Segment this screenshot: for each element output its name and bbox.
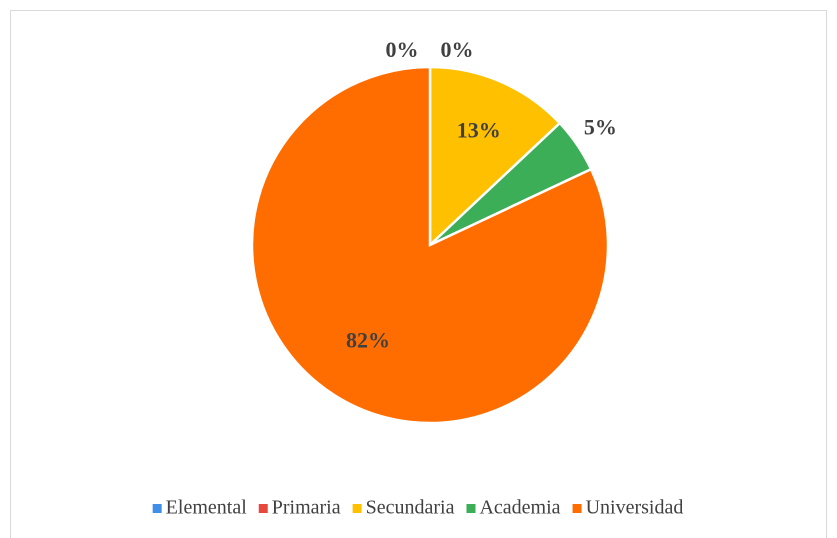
data-label: 0% [386, 37, 419, 62]
data-label: 0% [441, 37, 474, 62]
legend-swatch [466, 504, 476, 513]
legend-label: Universidad [586, 497, 684, 519]
pie-slice [250, 65, 610, 425]
pie-slice [428, 65, 562, 248]
legend-label: Primaria [272, 497, 341, 519]
data-label: 5% [584, 114, 617, 139]
legend-swatch [258, 504, 268, 513]
legend-label: Secundaria [366, 497, 455, 519]
legend-label: Elemental [166, 497, 248, 519]
legend-label: Academia [479, 497, 560, 519]
data-label: 13% [457, 117, 501, 142]
data-label: 82% [346, 328, 390, 353]
legend-swatch [352, 504, 362, 513]
legend-swatch [152, 504, 162, 513]
legend-swatch [572, 504, 582, 513]
